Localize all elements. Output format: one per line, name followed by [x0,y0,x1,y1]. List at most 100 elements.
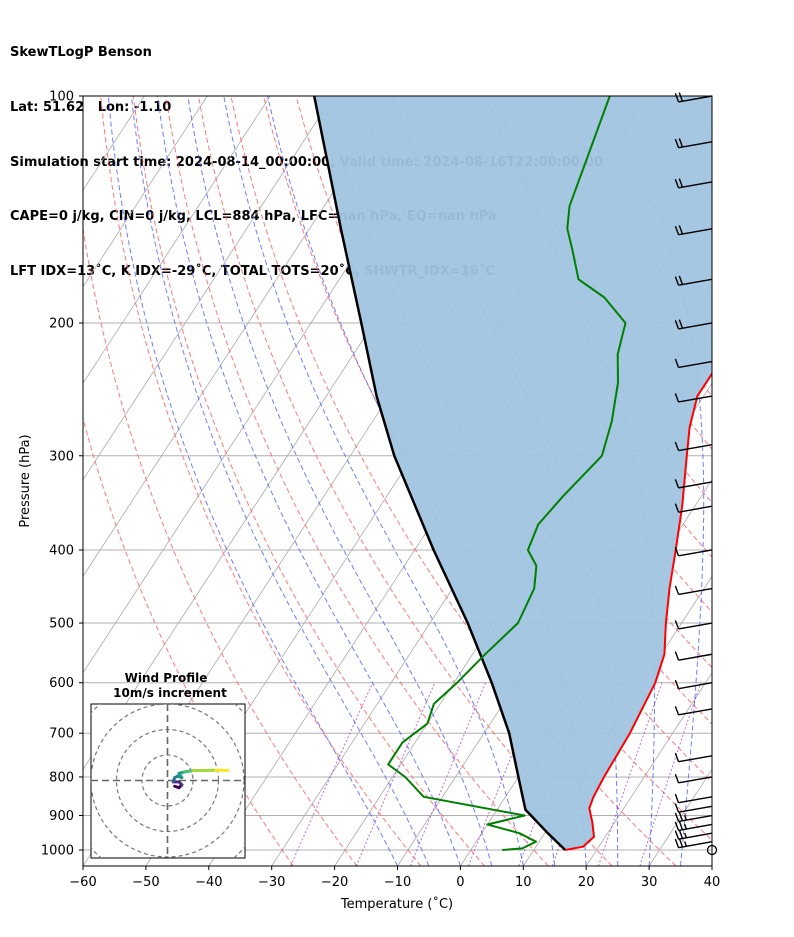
barb-feather [674,393,680,403]
y-tick-label: 800 [49,770,74,785]
wind-barb [674,225,713,236]
hodograph-subtitle: 10m/s increment [113,686,227,700]
hodograph-title: Wind Profile [125,671,208,685]
moist-adiabat [107,96,398,866]
wind-barb [674,679,713,690]
barb-feather [674,138,680,148]
y-tick-label: 400 [49,543,74,558]
wind-barb [674,503,713,513]
y-tick-label: 600 [49,676,74,691]
barb-feather [674,358,680,368]
mixing-ratio-line [409,682,487,866]
dry-adiabat [752,96,794,866]
x-tick-label: 40 [704,875,721,890]
barb-feather [674,225,680,235]
y-tick-label: 700 [49,727,74,742]
wind-barb [674,811,713,823]
barb-feather [683,832,688,838]
temperature-line [565,371,712,851]
wind-barb [674,706,713,716]
wind-barb [674,793,713,804]
wind-barbs [674,92,718,856]
moist-adiabat [157,96,461,866]
barb-feather [678,811,684,821]
barb-staff [678,776,713,784]
barb-feather [678,820,684,830]
y-tick-label: 100 [49,90,74,105]
mixing-ratio-line [597,682,663,866]
barb-staff [678,805,713,813]
y-tick-label: 500 [49,617,74,632]
barb-feather [678,275,684,285]
barb-staff [678,181,713,189]
wind-barb [674,820,713,832]
y-tick-label: 300 [49,449,74,464]
calm-wind-circle [706,844,718,856]
wind-barb [674,829,713,840]
barb-feather [674,503,680,513]
barb-feather [674,830,680,840]
wind-barb [674,651,713,661]
barb-staff [678,481,713,489]
dry-adiabat [83,416,294,866]
cin-cape-shade [314,96,712,850]
dewpoint-line [387,96,627,851]
barb-staff [678,141,713,149]
barb-staff [678,549,713,557]
barb-feather [674,441,680,451]
x-tick-label: −10 [384,875,411,890]
barb-staff [678,278,713,286]
barb-feather [674,821,680,831]
barb-feather [683,824,688,830]
barb-feather [674,706,680,716]
wind-barb [674,547,713,557]
dry-adiabat [100,96,422,866]
barb-feather [678,319,684,329]
wind-barb [674,774,713,784]
barb-feather [678,829,684,839]
wind-barb [674,752,713,763]
x-tick-label: −40 [195,875,222,890]
barb-staff [678,395,713,403]
y-tick-label: 200 [49,316,74,331]
barb-feather [674,585,680,595]
wind-barb [674,585,713,596]
wind-barb [674,275,713,286]
mixing-ratio-line [468,682,541,866]
barb-staff [678,95,713,103]
barb-feather [678,138,684,148]
x-tick-label: −30 [258,875,285,890]
barb-feather [674,479,680,489]
barb-staff [678,587,713,596]
barb-feather [674,838,680,848]
isotherm-line [83,96,208,288]
barb-feather [678,92,684,102]
mixing-ratio-line [639,682,702,866]
dry-adiabat [83,225,358,866]
x-tick-label: −60 [69,875,96,890]
moist-adiabat [607,96,705,866]
barb-feather [674,752,680,762]
wind-barb [674,479,713,489]
wind-barb [674,838,713,849]
wind-barb [674,441,713,452]
mixing-ratio-line [290,682,374,866]
dry-adiabat [784,96,794,866]
isotherm-line [711,865,712,866]
barb-feather [674,547,680,557]
barb-staff [678,505,713,513]
barb-staff [678,823,713,832]
x-tick-label: −20 [321,875,348,890]
y-axis-label: Pressure (hPa) [18,434,33,527]
barb-staff [678,360,713,369]
isotherm-line [0,96,81,866]
barb-feather [674,320,680,330]
hodograph-body [91,704,245,858]
barb-feather [674,774,680,784]
isotherm-line [0,96,19,866]
wind-barb [674,92,713,103]
barb-staff [678,682,713,690]
hodograph-ring [91,704,245,858]
barb-feather [674,803,680,813]
